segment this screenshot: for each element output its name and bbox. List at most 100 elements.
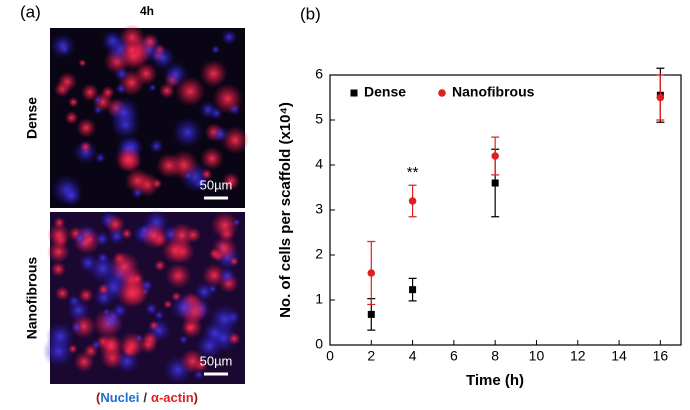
texture-blob — [170, 293, 198, 321]
texture-blob — [47, 240, 70, 264]
caption-part: ) — [194, 390, 198, 405]
texture-blob — [140, 222, 168, 249]
texture-blob — [211, 125, 230, 144]
texture-blob — [101, 85, 115, 100]
texture-blob — [68, 96, 79, 108]
y-tick-label: 0 — [315, 336, 323, 352]
data-point — [409, 286, 417, 294]
texture-blob — [83, 343, 99, 359]
texture-blob — [198, 100, 218, 120]
micrograph-texture — [42, 24, 250, 385]
caption: (Nuclei / α-actin) — [96, 390, 198, 405]
panel-label: (b) — [300, 4, 321, 23]
time-label: 4h — [140, 4, 154, 18]
texture-blob — [210, 44, 221, 55]
texture-blob — [148, 320, 160, 331]
texture-blob — [150, 45, 176, 71]
texture-blob — [114, 66, 130, 82]
data-point — [408, 197, 417, 205]
texture-blob — [60, 184, 83, 207]
texture-blob — [200, 146, 224, 171]
texture-blob — [50, 33, 76, 59]
x-tick-label: 8 — [491, 348, 499, 364]
x-tick-label: 14 — [611, 348, 627, 364]
texture-blob — [78, 287, 94, 304]
caption-part: Nuclei — [100, 390, 139, 405]
texture-blob — [79, 140, 92, 154]
texture-blob — [159, 82, 176, 99]
legend-label: Dense — [364, 84, 406, 100]
panel-label: (a) — [20, 2, 41, 21]
texture-blob — [185, 227, 202, 243]
texture-blob — [78, 253, 98, 273]
texture-blob — [220, 28, 238, 46]
caption-part: α-actin — [151, 390, 194, 405]
x-tick-label: 2 — [367, 348, 375, 364]
texture-blob — [73, 232, 87, 245]
texture-blob — [78, 58, 87, 68]
texture-blob — [141, 33, 159, 51]
texture-blob — [68, 344, 78, 354]
texture-blob — [108, 96, 140, 129]
texture-blob — [70, 321, 83, 334]
texture-blob — [208, 303, 241, 336]
x-tick-label: 12 — [570, 348, 586, 364]
texture-blob — [66, 298, 91, 323]
texture-blob — [114, 145, 142, 173]
texture-blob — [64, 110, 79, 125]
legend-marker — [438, 89, 446, 97]
texture-blob — [172, 116, 204, 149]
texture-blob — [156, 153, 182, 179]
legend-label: Nanofibrous — [452, 84, 535, 100]
texture-blob — [97, 333, 124, 360]
texture-blob — [125, 43, 139, 57]
x-tick-label: 4 — [409, 348, 417, 364]
row-label: Dense — [24, 97, 40, 139]
x-tick-label: 0 — [326, 348, 334, 364]
y-tick-label: 4 — [315, 156, 323, 172]
texture-blob — [96, 251, 109, 264]
texture-blob — [210, 211, 239, 240]
texture-blob — [57, 71, 78, 92]
data-point — [367, 269, 376, 277]
texture-blob — [151, 178, 163, 189]
y-tick-label: 2 — [315, 246, 323, 262]
texture-blob — [54, 285, 70, 301]
row-label: Nanofibrous — [24, 257, 40, 340]
texture-blob — [227, 332, 241, 346]
texture-blob — [212, 83, 244, 115]
texture-blob — [195, 332, 223, 360]
texture-blob — [200, 168, 213, 181]
texture-blob — [85, 235, 94, 244]
texture-blob — [154, 259, 166, 272]
texture-blob — [211, 235, 238, 262]
caption-part: / — [143, 390, 147, 405]
texture-blob — [105, 214, 126, 235]
caption-part: ( — [96, 390, 101, 405]
texture-blob — [98, 307, 124, 333]
texture-blob — [97, 283, 110, 296]
x-tick-label: 16 — [653, 348, 669, 364]
y-tick-label: 5 — [315, 111, 323, 127]
texture-blob — [179, 348, 206, 375]
texture-blob — [218, 266, 236, 285]
scale-bar-label: 50µm — [200, 353, 233, 368]
texture-blob — [184, 322, 196, 334]
texture-blob — [50, 261, 67, 278]
texture-blob — [134, 62, 158, 86]
texture-blob — [121, 339, 140, 358]
y-tick-label: 1 — [315, 291, 323, 307]
texture-blob — [192, 175, 208, 191]
y-tick-label: 3 — [315, 201, 323, 217]
plot-frame — [329, 74, 682, 346]
data-point — [367, 310, 375, 318]
y-tick-label: 6 — [315, 66, 323, 82]
texture-blob — [76, 118, 97, 138]
texture-blob — [45, 322, 75, 351]
texture-blob — [199, 59, 228, 88]
texture-blob — [148, 83, 157, 92]
texture-blob — [101, 29, 124, 53]
texture-blob — [202, 263, 226, 288]
texture-blob — [178, 334, 189, 345]
texture-blob — [144, 302, 159, 316]
